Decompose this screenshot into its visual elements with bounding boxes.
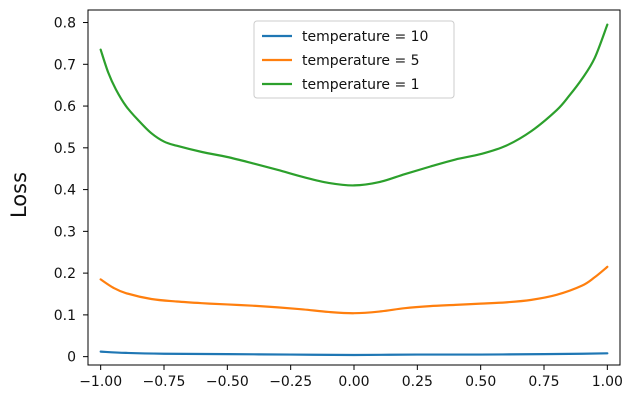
- legend-label-2: temperature = 1: [302, 77, 420, 93]
- y-tick-label: 0.4: [54, 183, 76, 199]
- y-tick-label: 0.8: [54, 16, 76, 32]
- x-tick-label: −0.50: [206, 374, 249, 390]
- x-tick-label: −1.00: [79, 374, 122, 390]
- legend-label-1: temperature = 5: [302, 53, 420, 69]
- y-tick-label: 0: [67, 350, 76, 366]
- plot-layer: [99, 23, 609, 357]
- x-tick-label: −0.75: [143, 374, 186, 390]
- y-tick-label: 0.1: [54, 308, 76, 324]
- series-line-1: [99, 265, 609, 315]
- x-tick-label: −0.25: [269, 374, 312, 390]
- legend-box: [253, 20, 455, 99]
- x-tick-label: 0.50: [465, 374, 496, 390]
- x-tick-label: 0.00: [338, 374, 369, 390]
- series-line-0: [99, 350, 609, 357]
- y-tick-label: 0.5: [54, 141, 76, 157]
- legend-label-0: temperature = 10: [302, 29, 428, 45]
- legend: temperature = 10 temperature = 5 temperatu…: [253, 20, 455, 99]
- x-tick-label: 0.25: [402, 374, 433, 390]
- y-tick-label: 0.3: [54, 224, 76, 240]
- x-tick-label: 0.75: [528, 374, 559, 390]
- series-line-2: [99, 23, 609, 187]
- y-tick-label: 0.7: [54, 57, 76, 73]
- y-tick-label: 0.2: [54, 266, 76, 282]
- y-tick-label: 0.6: [54, 99, 76, 115]
- axes-layer: −1.00 −0.75 −0.50 −0.25 0.00 0.25 0.50 0.75 1.00…: [54, 9, 623, 390]
- x-tick-label: 1.00: [592, 374, 623, 390]
- y-axis-label: Loss: [7, 172, 31, 218]
